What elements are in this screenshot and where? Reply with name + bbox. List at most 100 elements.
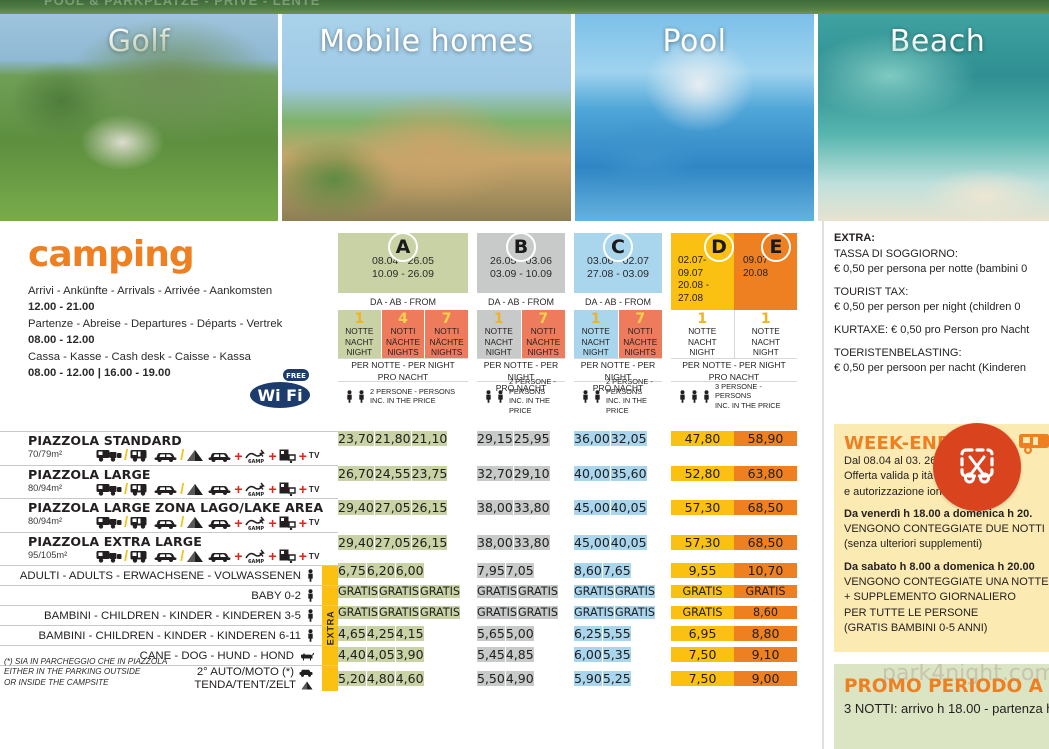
price-cell: 5,55 [601,625,631,641]
arrivals-time: 12.00 - 21.00 [28,301,95,314]
price-cell: GRATIS [419,584,461,598]
car-icon [208,486,231,495]
right-panel: EXTRA: TASSA DI SOGGIORNO: € 0,50 per pe… [806,221,1049,749]
free-wifi-icon: Wi Fi FREE [250,369,310,408]
pitch-size: 95/105m² [28,549,68,560]
price-cell: 6,95 [671,625,734,641]
price-cell: 3,90 [394,646,424,662]
car-icon [154,452,177,462]
price-cell: 27,05 [373,534,411,550]
price-cell: GRATIS [614,605,656,619]
weekend-line6: VENGONO CONTEGGIATE UNA NOTTE [844,576,1049,589]
banner-beach[interactable]: Beach [818,14,1049,221]
price-value: 7,95 [477,562,505,578]
person-icon [308,589,313,602]
pro-nacht-text: PRO NACHT [708,371,760,382]
price-cell: 7,95 [477,562,505,578]
pitch-icon-row: / / + 6AMP + + TV [96,447,320,464]
photo-banner: Golf Mobile homes Pool Beach [0,14,1049,221]
price-value: 4,15 [395,625,424,641]
price-cell: GRATIS [574,605,615,619]
persons-included: 2 PERSONE - PERSONS INC. IN THE PRICE [477,377,565,415]
per-night-label: PER NOTTE - PER NIGHT PRO NACHT [671,358,797,382]
price-cell: 6,00 [394,562,424,578]
column-badge-c: C [603,232,633,262]
per-night-text: PER NOTTE - PER NIGHT [351,360,455,370]
tassa-value: € 0,50 per persona per notte (bambini 0 [834,263,1028,276]
column-badge-b: B [506,232,536,262]
price-value: 29,40 [338,500,374,516]
price-value: GRATIS [745,584,786,598]
price-value: 36,00 [574,431,610,447]
nights-word-en: NIGHT [689,347,716,358]
camper-icon [130,483,147,496]
price-value: GRATIS [477,605,518,619]
weekend-line9: (GRATIS BAMBINI 0-5 ANNI) [844,621,988,634]
watermark: park4night.com [882,664,1049,686]
promo-line1: 3 NOTTI: arrivo h 18.00 - partenza h. 2 [844,701,1049,716]
plus-sign: + [234,481,243,497]
price-cell: GRATIS [517,605,559,619]
cashdesk-time: 08.00 - 12.00 | 16.00 - 19.00 [28,367,171,380]
banner-mobile-homes[interactable]: Mobile homes [282,14,571,221]
price-value: 35,60 [610,465,647,481]
price-value: GRATIS [574,584,615,598]
weekend-line5: (senza ulteriori supplementi) [844,538,983,551]
promo-title: PROMO PERIODO A e B [844,676,1049,697]
price-cell: 21,80 [373,431,411,447]
pitch-title: PIAZZOLA LARGE ZONA LAGO/LAKE AREA [28,500,324,515]
price-cell: 4,60 [394,670,424,686]
price-cell: 21,10 [410,431,448,447]
price-group-cells: 40,00 35,60 [574,457,647,491]
price-value: 24,55 [374,465,411,481]
weekend-line2: Offerta valida p ità [844,470,934,483]
extra-label-text: BAMBINI - CHILDREN - KINDER - KINDEREN 6… [38,629,301,642]
pitch-title: PIAZZOLA EXTRA LARGE [28,533,202,549]
fridge-icon [279,482,296,496]
per-night-text: PER NOTTE - PER NIGHT [483,360,559,382]
nights-cell-d: 1 NOTTE NACHT NIGHT [671,310,734,358]
caravan-icon [96,450,122,462]
price-value: 6,00 [395,562,424,578]
price-column-de: D E 02.07- 09.07 20.08 -27.08 09.07 -20.08… [671,232,797,410]
price-cell: 4,80 [365,670,395,686]
crop-tool-button[interactable] [933,423,1021,511]
price-value: 29,15 [477,431,513,447]
table-row: 26,70 24,55 23,75 32,70 29,10 40,00 35,6… [338,457,798,491]
tent-icon [187,483,204,495]
price-value: 4,05 [366,646,395,662]
fridge-icon [279,449,296,463]
price-value: 7,65 [602,562,631,578]
price-group-cells: GRATIS GRATIS [574,581,656,601]
table-row: GRATIS GRATIS GRATIS GRATIS GRATIS GRATI… [338,602,798,622]
price-cell: 7,65 [601,562,631,578]
price-cell: 5,90 [574,670,602,686]
nights-cell: 7 NOTTI NÄCHTE NIGHTS [424,310,469,358]
price-cell: GRATIS [574,584,615,598]
banner-golf[interactable]: Golf [0,14,278,221]
price-value: 7,50 [688,670,717,686]
electricity-6amp-icon: 6AMP [244,516,265,530]
price-cell: 6,75 [338,562,366,578]
footnote: (*) SIA IN PARCHEGGIO CHE IN PIAZZOLA EIT… [4,657,214,689]
price-cell: 5,65 [477,625,505,641]
banner-pool[interactable]: Pool [575,14,814,221]
price-cell: 23,70 [338,431,374,447]
tv-label: TV [308,518,320,527]
price-value: GRATIS [615,584,656,598]
price-value: 63,80 [747,465,784,481]
price-value: GRATIS [682,584,723,598]
top-strip-ghost-text: POOL & PARKPLATZE - PRIVE - LENTE [44,0,321,8]
nights-word-it: NOTTI [627,326,653,336]
price-cell: 5,20 [338,670,366,686]
price-cell: 38,00 [477,500,513,516]
per-night-text: PER NOTTE - PER NIGHT [682,360,786,370]
nights-word-en: NIGHTS [624,347,656,358]
price-cell: 63,80 [734,465,797,481]
price-group-cells: GRATIS GRATIS [477,602,559,622]
nights-word-it: NOTTI [390,326,416,336]
price-cell: GRATIS [378,584,420,598]
price-value: 5,90 [574,670,602,686]
tent-icon [187,450,204,461]
